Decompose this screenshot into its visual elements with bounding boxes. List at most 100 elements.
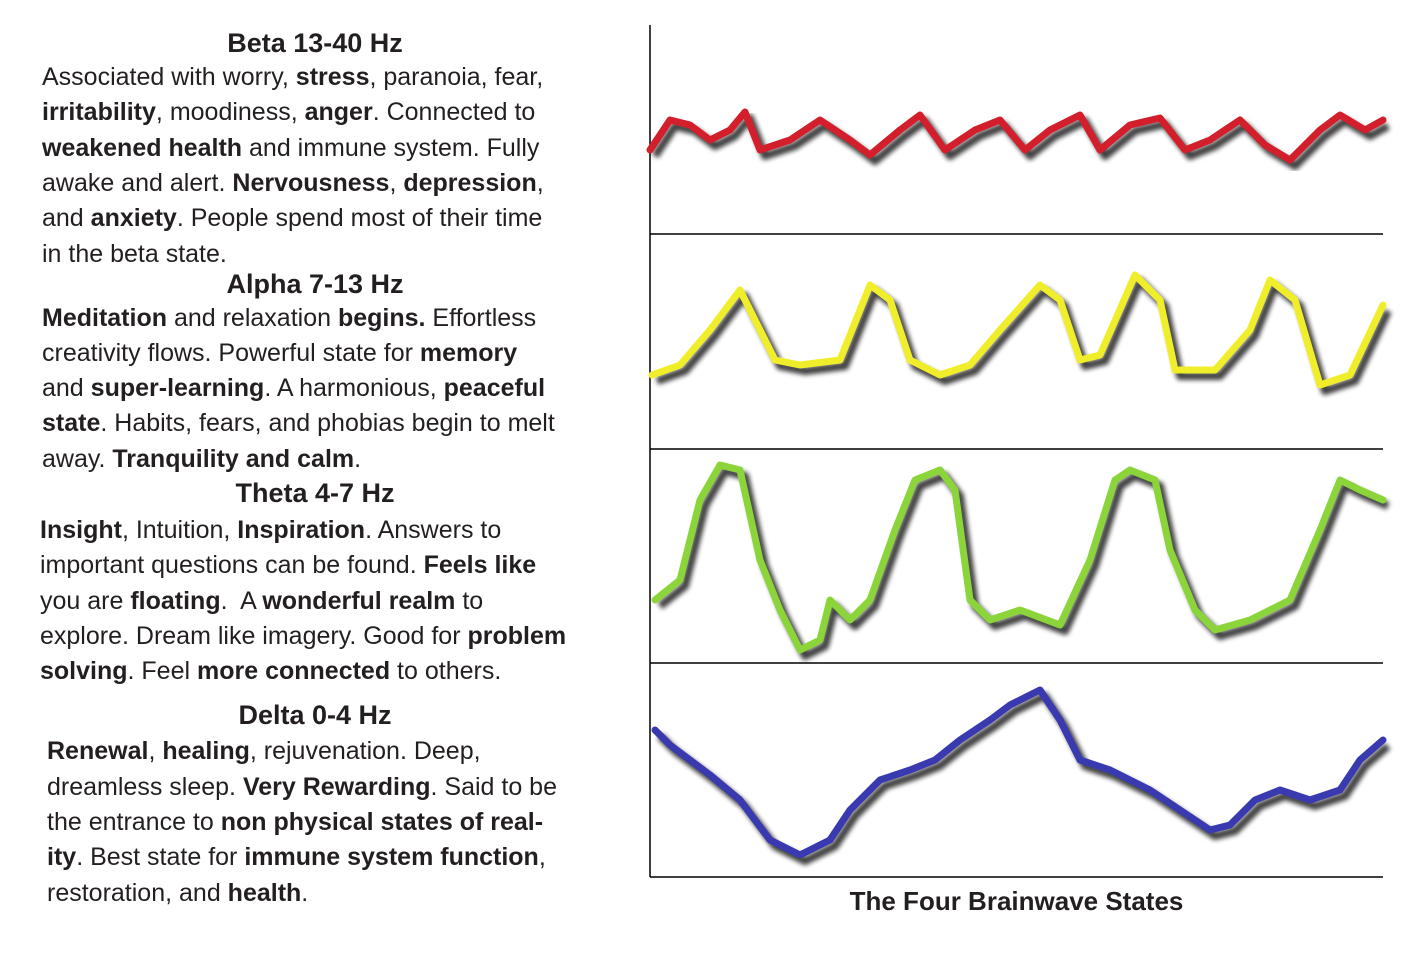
text-run: , xyxy=(538,843,546,871)
text-run: begins. xyxy=(337,304,426,332)
text-run: Effortless xyxy=(425,304,537,332)
panel-frame xyxy=(649,25,1383,878)
brainwave xyxy=(651,686,1387,859)
text-run: to others. xyxy=(390,657,502,685)
wave-shadow xyxy=(657,467,1390,660)
text-run: state xyxy=(42,409,101,437)
text-run: Inspiration xyxy=(237,516,366,544)
text-run: . xyxy=(301,879,309,907)
text-run: in the beta state. xyxy=(42,240,227,268)
text-run: important questions can be found. xyxy=(40,551,424,579)
section-heading: Theta 4-7 Hz xyxy=(235,478,395,508)
text-line: dreamless sleep. Very Rewarding. Said to… xyxy=(47,773,557,802)
text-line: Insight, Intuition, Inspiration. Answers… xyxy=(40,516,501,545)
text-run: . Said to be xyxy=(430,773,557,801)
text-line: state. Habits, fears, and phobias begin … xyxy=(42,409,555,438)
text-line: in the beta state. xyxy=(42,240,227,269)
text-run: creativity flows. Powerful state for xyxy=(42,339,420,367)
text-run: , paranoia, fear, xyxy=(369,63,544,91)
text-line: creativity flows. Powerful state for mem… xyxy=(42,339,517,368)
text-run: depression xyxy=(403,169,537,197)
text-run: and immune system. Fully xyxy=(242,134,540,162)
text-line: important questions can be found. Feels … xyxy=(40,551,536,580)
text-run: Insight xyxy=(40,516,122,544)
text-run: Associated with worry, xyxy=(42,63,296,91)
text-run: . A harmonious, xyxy=(264,374,444,402)
brainwave xyxy=(648,271,1387,389)
text-line: weakened health and immune system. Fully xyxy=(42,134,539,163)
text-line: restoration, and health. xyxy=(47,879,308,908)
text-run: , Intuition, xyxy=(121,516,238,544)
text-run: non physical states of real- xyxy=(220,808,544,836)
text-run: the entrance to xyxy=(47,808,221,836)
text-run: . A xyxy=(220,587,263,615)
text-run: and xyxy=(42,374,91,402)
text-run: health xyxy=(227,879,302,907)
text-run: problem xyxy=(467,622,567,650)
text-line: the entrance to non physical states of r… xyxy=(47,808,543,837)
text-run: stress xyxy=(295,63,370,91)
text-line: away. Tranquility and calm. xyxy=(42,445,361,474)
text-run: . Habits, fears, and phobias begin to me… xyxy=(100,409,555,437)
text-run: to xyxy=(455,587,484,615)
text-run: . Connected to xyxy=(372,98,536,126)
text-run: you are xyxy=(40,587,131,615)
text-run: and xyxy=(42,204,91,232)
text-run: , xyxy=(536,169,544,197)
text-line: solving. Feel more connected to others. xyxy=(40,657,501,686)
section-heading: Delta 0-4 Hz xyxy=(238,700,392,730)
brainwave xyxy=(646,108,1387,164)
text-line: and super-learning. A harmonious, peacef… xyxy=(42,374,545,403)
text-run: , moodiness, xyxy=(155,98,305,126)
text-line: irritability, moodiness, anger. Connecte… xyxy=(42,98,535,127)
text-line: Renewal, healing, rejuvenation. Deep, xyxy=(47,737,481,766)
text-run: and relaxation xyxy=(167,304,338,332)
text-run: weakened health xyxy=(42,134,243,162)
text-run: Tranquility and calm xyxy=(112,445,355,473)
text-run: memory xyxy=(419,339,518,367)
text-run: . Best state for xyxy=(76,843,245,871)
text-run: Meditation xyxy=(42,304,167,332)
text-run: super-learning xyxy=(90,374,265,402)
caption: The Four Brainwave States xyxy=(849,886,1184,916)
text-run: Feels like xyxy=(423,551,537,579)
section-heading: Beta 13-40 Hz xyxy=(227,28,403,58)
text-run: explore. Dream like imagery. Good for xyxy=(40,622,468,650)
text-run: ity xyxy=(47,843,77,871)
text-run: anger xyxy=(304,98,373,126)
text-run: floating xyxy=(130,587,221,615)
text-run: peaceful xyxy=(443,374,546,402)
text-run: away. xyxy=(42,445,113,473)
text-run: restoration, and xyxy=(47,879,228,907)
text-run: solving xyxy=(40,657,128,685)
text-run: more connected xyxy=(197,657,391,685)
text-run: , rejuvenation. Deep, xyxy=(249,737,481,765)
text-run: . People spend most of their time xyxy=(176,204,543,232)
text-run: wonderful realm xyxy=(262,587,456,615)
text-line: and anxiety. People spend most of their … xyxy=(42,204,542,233)
text-run: irritability xyxy=(42,98,156,126)
text-run: . xyxy=(354,445,362,473)
text-run: healing xyxy=(162,737,250,765)
text-line: Meditation and relaxation begins. Effort… xyxy=(42,304,536,333)
text-run: . Answers to xyxy=(365,516,502,544)
text-run: anxiety xyxy=(90,204,177,232)
text-line: explore. Dream like imagery. Good for pr… xyxy=(40,622,566,651)
text-run: . Feel xyxy=(127,657,197,685)
text-run: dreamless sleep. xyxy=(47,773,243,801)
text-run: Nervousness xyxy=(232,169,390,197)
text-run: awake and alert. xyxy=(42,169,233,197)
section-heading: Alpha 7-13 Hz xyxy=(226,269,404,299)
brainwave xyxy=(651,461,1387,654)
text-run: Very Rewarding xyxy=(242,773,431,801)
text-run: , xyxy=(148,737,163,765)
text-line: ity. Best state for immune system functi… xyxy=(47,843,546,872)
text-run: immune system function xyxy=(244,843,539,871)
text-line: Associated with worry, stress, paranoia,… xyxy=(42,63,543,92)
text-run: , xyxy=(389,169,404,197)
text-line: you are floating. A wonderful realm to xyxy=(40,587,483,616)
text-run: Renewal xyxy=(47,737,149,765)
text-line: awake and alert. Nervousness, depression… xyxy=(42,169,544,198)
